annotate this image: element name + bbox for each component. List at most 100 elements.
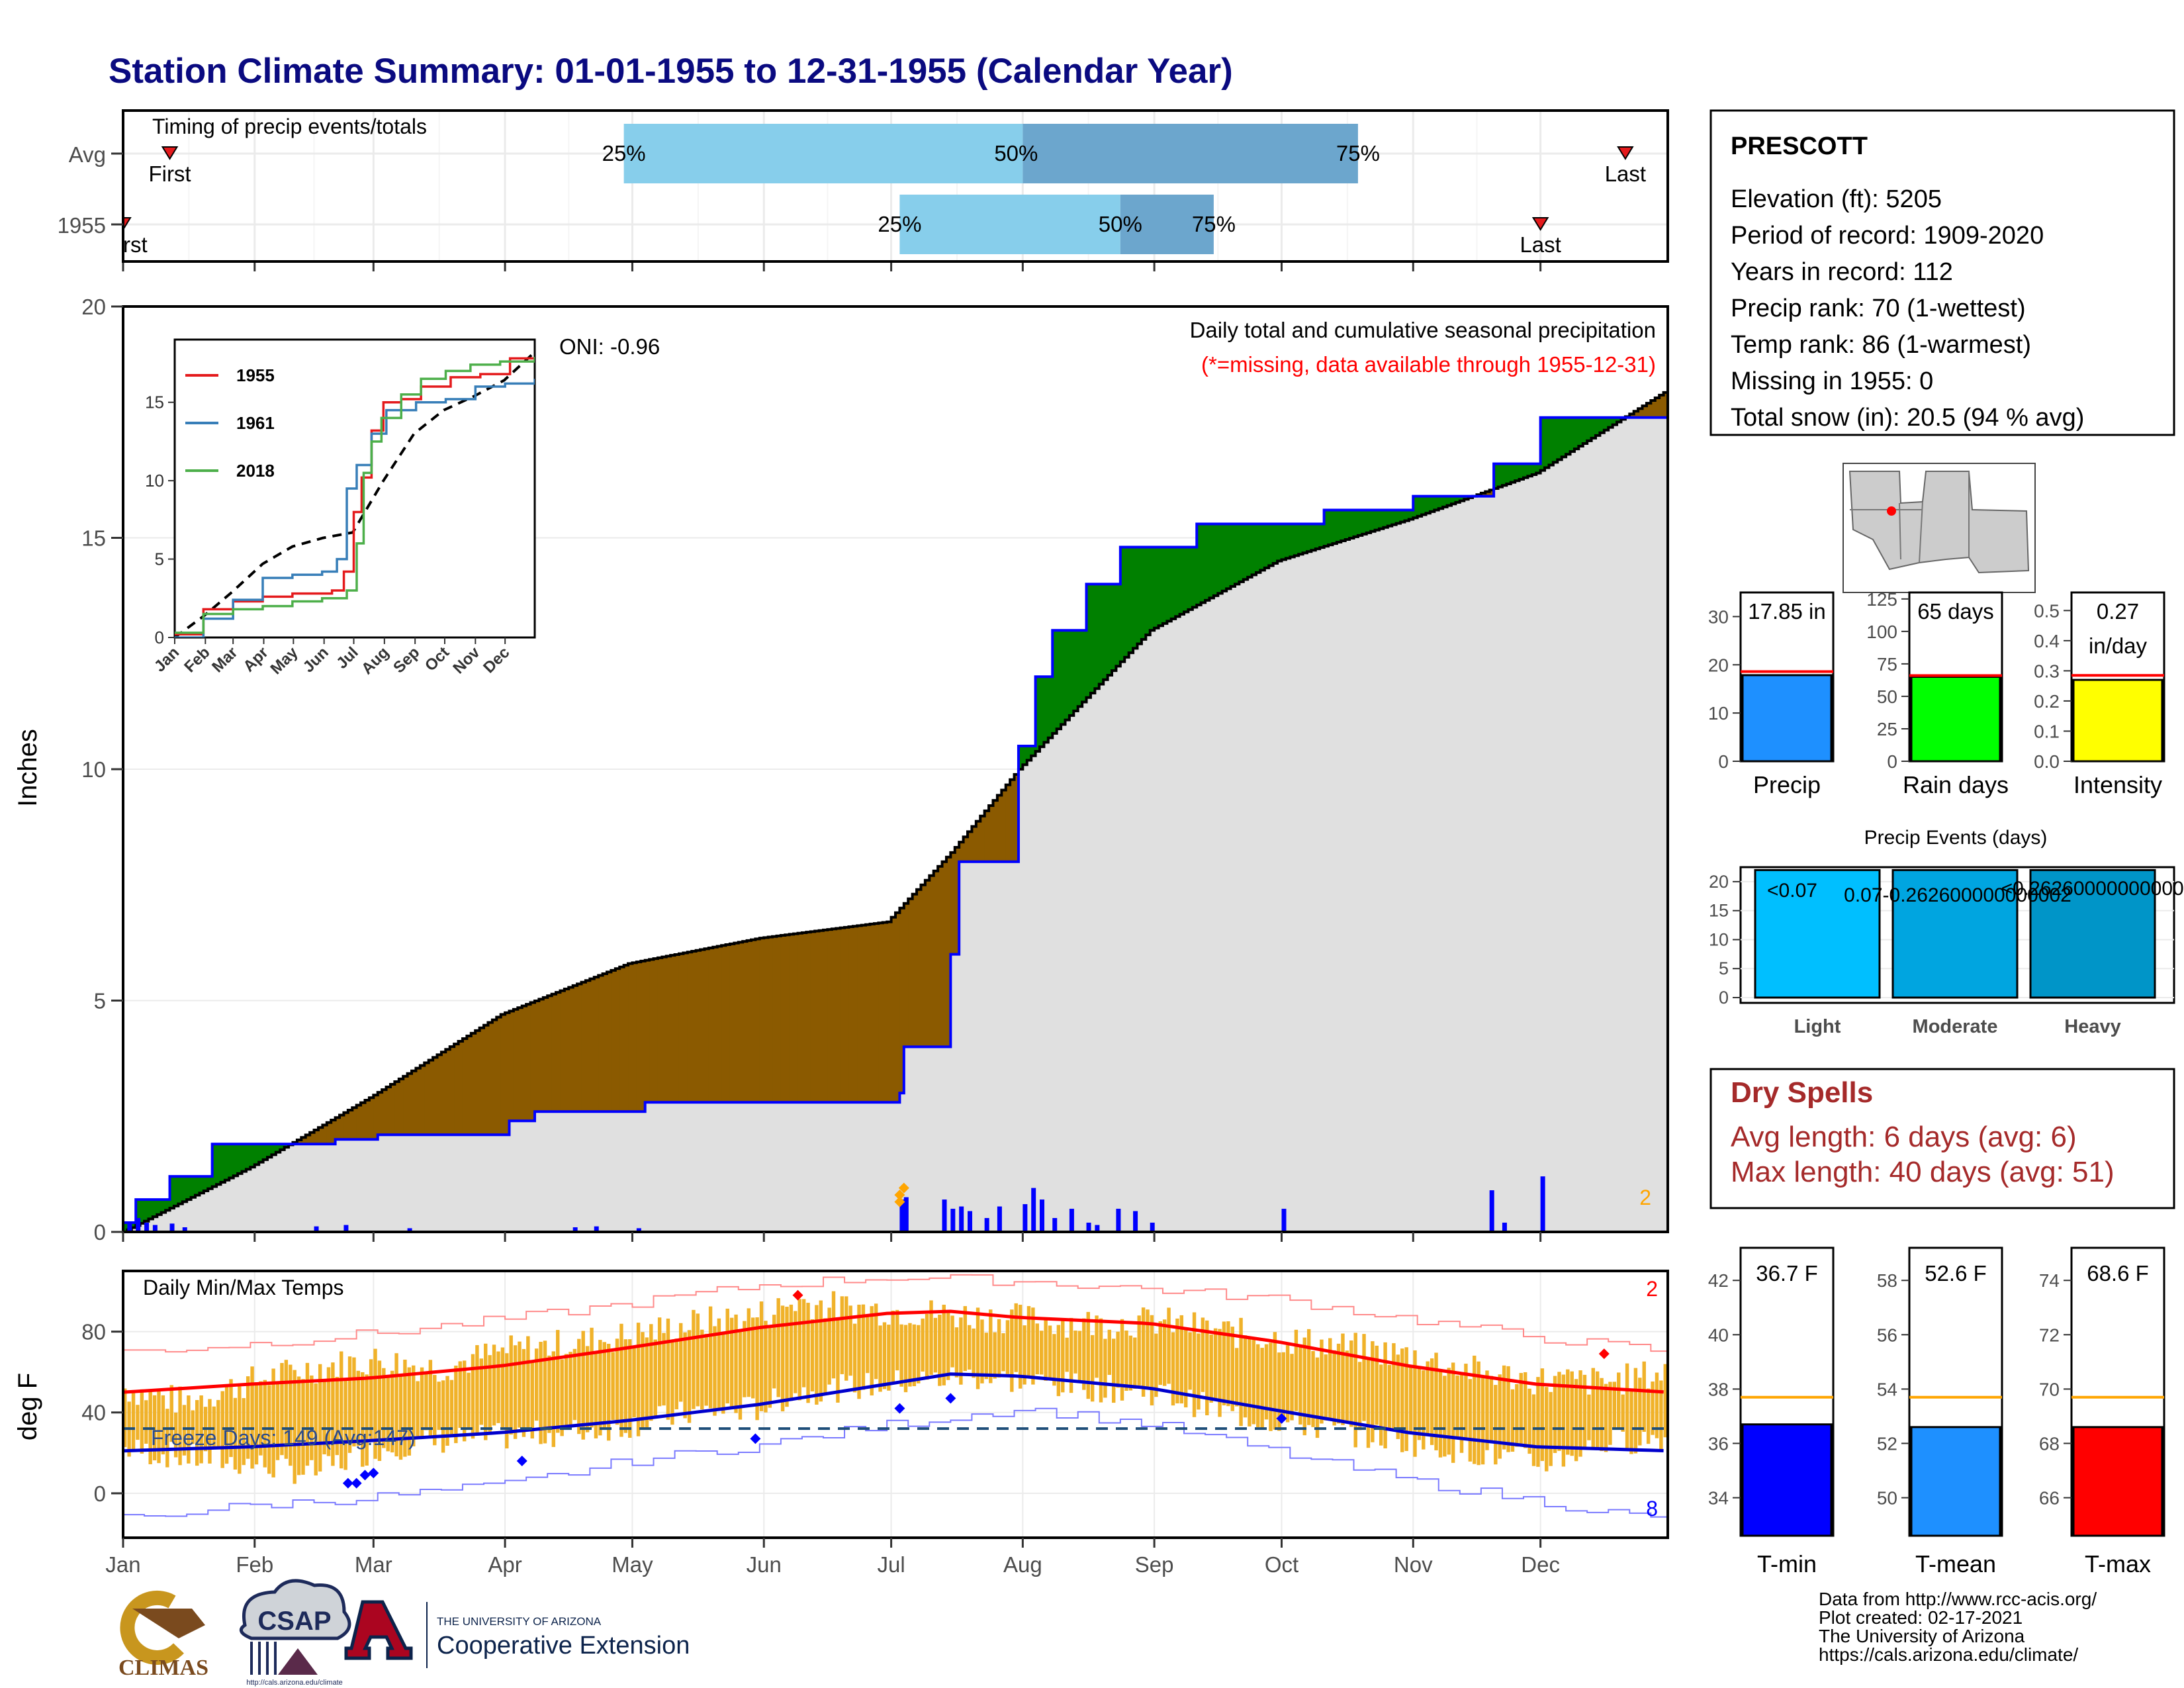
daily-temp-bar bbox=[305, 1362, 310, 1466]
location-map bbox=[1843, 463, 2036, 593]
precip-surplus-segment bbox=[1549, 417, 1554, 465]
daily-temp-bar bbox=[560, 1359, 564, 1436]
daily-precip-bar bbox=[1023, 1204, 1028, 1232]
daily-temp-bar bbox=[1379, 1364, 1383, 1446]
daily-temp-bar bbox=[848, 1305, 852, 1376]
precip-deficit-segment bbox=[403, 1076, 408, 1135]
precip-surplus-segment bbox=[224, 1144, 230, 1180]
mini-y-tick-label: 0.4 bbox=[2034, 631, 2060, 651]
precip-deficit-segment bbox=[1001, 790, 1007, 862]
precip-deficit-segment bbox=[551, 994, 557, 1112]
daily-temp-bar bbox=[751, 1317, 755, 1399]
daily-temp-bar bbox=[1549, 1391, 1553, 1466]
precip-surplus-segment bbox=[173, 1176, 179, 1206]
precip-deficit-segment bbox=[347, 1110, 353, 1140]
daily-temp-bar bbox=[1128, 1335, 1133, 1391]
mini-y-tick-label: 10 bbox=[1708, 703, 1729, 724]
daily-temp-bar bbox=[390, 1370, 394, 1453]
daily-temp-bar bbox=[1031, 1307, 1035, 1385]
inset-lines bbox=[175, 351, 535, 637]
daily-temp-bar bbox=[785, 1307, 789, 1407]
precip-deficit-segment bbox=[942, 861, 947, 1047]
precip-surplus-segment bbox=[1540, 417, 1545, 471]
daily-temp-bar bbox=[1315, 1357, 1320, 1438]
daily-temp-bar bbox=[322, 1380, 326, 1455]
daily-temp-bar bbox=[976, 1307, 980, 1389]
inset-series-1961 bbox=[175, 379, 535, 637]
daily-temp-bar bbox=[1587, 1394, 1591, 1440]
precip-deficit-segment bbox=[743, 941, 748, 1103]
precip-deficit-segment bbox=[636, 962, 641, 1112]
daily-temp-bar bbox=[1468, 1379, 1473, 1462]
temp-mini-y-tick-label: 66 bbox=[2039, 1488, 2060, 1509]
daily-temp-bar bbox=[424, 1372, 428, 1430]
temp-count-top: 2 bbox=[1646, 1277, 1658, 1301]
daily-temp-bar bbox=[479, 1358, 484, 1425]
precip-deficit-segment bbox=[1489, 490, 1494, 496]
daily-temp-bar bbox=[933, 1317, 938, 1373]
daily-temp-bar bbox=[946, 1310, 950, 1380]
footer-line: https://cals.arizona.edu/climate/ bbox=[1819, 1644, 2078, 1665]
map-region-shape bbox=[1848, 471, 2030, 574]
precip-deficit-segment bbox=[785, 935, 790, 1103]
precip-deficit-segment bbox=[819, 930, 824, 1103]
daily-temp-bar bbox=[806, 1303, 810, 1403]
inset-y-tick-label: 10 bbox=[145, 471, 164, 491]
precip-surplus-segment bbox=[1434, 496, 1439, 510]
precip-surplus-segment bbox=[1209, 524, 1214, 598]
precip-deficit-segment bbox=[696, 950, 701, 1103]
daily-temp-bar bbox=[1116, 1331, 1120, 1388]
temp-mini-y-tick-label: 42 bbox=[1708, 1270, 1729, 1291]
precip-surplus-segment bbox=[1103, 584, 1109, 680]
precip-deficit-segment bbox=[882, 922, 887, 1103]
daily-temp-bar bbox=[950, 1315, 954, 1368]
daily-temp-bar bbox=[263, 1380, 267, 1468]
precip-surplus-segment bbox=[1455, 496, 1461, 502]
mini-y-tick-label: 0 bbox=[1887, 751, 1897, 772]
daily-temp-bar bbox=[157, 1390, 161, 1464]
precip-surplus-segment bbox=[242, 1144, 247, 1172]
precip-surplus-segment bbox=[1133, 547, 1138, 649]
daily-temp-bar bbox=[1629, 1390, 1633, 1454]
temp-mini-y-tick-label: 40 bbox=[1708, 1325, 1729, 1345]
daily-temp-bar bbox=[1239, 1317, 1243, 1427]
daily-temp-bar bbox=[1226, 1321, 1230, 1407]
mini-value-unit: in/day bbox=[2089, 633, 2148, 658]
daily-temp-bar bbox=[1150, 1315, 1154, 1406]
inset-legend-label: 2018 bbox=[236, 461, 275, 481]
daily-temp-bar bbox=[1294, 1329, 1298, 1411]
timing-percent-label: 50% bbox=[994, 141, 1038, 165]
daily-precip-bar bbox=[1086, 1223, 1091, 1232]
temp-mini-y-tick-label: 68 bbox=[2039, 1433, 2060, 1454]
events-value-label: 0.07-0.262600000000002 bbox=[1844, 884, 2071, 906]
daily-temp-bar bbox=[1175, 1318, 1179, 1404]
precip-deficit-segment bbox=[815, 931, 820, 1103]
daily-temp-bar bbox=[1222, 1321, 1226, 1406]
record-low-marker bbox=[945, 1393, 956, 1404]
precip-deficit-segment bbox=[1655, 397, 1660, 418]
daily-temp-bar bbox=[1655, 1372, 1659, 1438]
precip-surplus-segment bbox=[1264, 524, 1269, 568]
record-high-line bbox=[123, 1274, 1668, 1353]
daily-temp-bar bbox=[310, 1375, 314, 1460]
daily-temp-bar bbox=[908, 1323, 912, 1387]
inset-series-2018 bbox=[175, 357, 535, 634]
daily-precip-bar bbox=[1489, 1190, 1494, 1232]
record-high-marker bbox=[792, 1289, 803, 1301]
daily-temp-bar bbox=[938, 1315, 942, 1386]
daily-temp-bar bbox=[343, 1379, 347, 1470]
precip-deficit-segment bbox=[797, 933, 803, 1103]
ua-logo: THE UNIVERSITY OF ARIZONA Cooperative Ex… bbox=[344, 1600, 690, 1668]
precip-surplus-segment bbox=[1566, 417, 1571, 455]
temp-mini-y-tick-label: 70 bbox=[2039, 1379, 2060, 1399]
precip-deficit-segment bbox=[984, 810, 989, 862]
precip-surplus-segment bbox=[178, 1176, 183, 1204]
daily-precip-bar bbox=[1095, 1225, 1100, 1232]
precip-deficit-segment bbox=[933, 870, 938, 1047]
snow-marker bbox=[898, 1182, 909, 1194]
precip-surplus-segment bbox=[1392, 510, 1397, 525]
daily-temp-bar bbox=[1646, 1388, 1651, 1444]
precip-surplus-segment bbox=[233, 1144, 238, 1176]
precip-deficit-segment bbox=[641, 961, 646, 1112]
daily-temp-bar bbox=[602, 1342, 606, 1428]
